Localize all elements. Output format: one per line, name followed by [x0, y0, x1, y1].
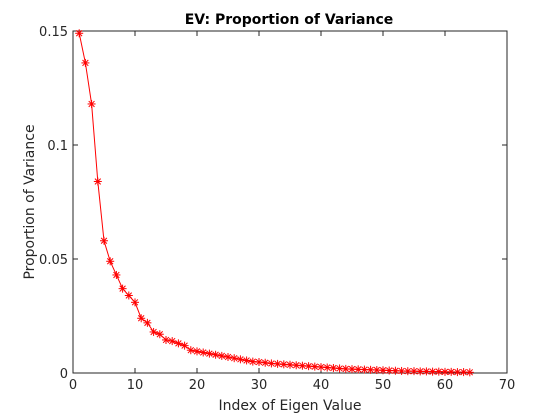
axes-box [72, 30, 508, 374]
y-axis-label: Proportion of Variance [22, 124, 38, 279]
data-point [416, 367, 425, 376]
y-tick-label: 0.05 [39, 253, 68, 268]
x-tick-label: 0 [69, 378, 77, 393]
data-point [391, 366, 400, 375]
series-markers [75, 29, 474, 377]
data-point [193, 347, 201, 356]
data-point [267, 359, 276, 368]
data-point [162, 335, 170, 344]
data-point [81, 58, 90, 67]
data-point [149, 327, 158, 336]
y-axis: 0 0.05 0.1 0.15 [39, 25, 507, 382]
data-point [100, 236, 108, 245]
data-point [224, 353, 232, 362]
data-point [131, 298, 139, 307]
data-point [168, 337, 177, 346]
data-point [286, 360, 294, 369]
data-point [230, 354, 239, 363]
data-point [199, 348, 208, 357]
x-axis: 0 10 20 30 40 50 60 70 [69, 31, 515, 393]
data-point [403, 367, 412, 376]
data-point [143, 318, 152, 327]
data-point [236, 355, 245, 364]
y-tick-label: 0.1 [47, 139, 68, 154]
data-point [186, 346, 195, 355]
data-point [211, 350, 220, 359]
data-point [298, 361, 307, 370]
x-tick-label: 10 [127, 378, 144, 393]
data-point [137, 314, 146, 323]
data-point [124, 291, 133, 300]
data-point [174, 339, 183, 348]
plot-area: 0 10 20 30 40 50 60 70 0 0.05 0.1 0.15 [39, 25, 515, 393]
data-point [434, 367, 443, 376]
x-tick-label: 40 [313, 378, 330, 393]
data-point [118, 284, 127, 293]
data-point [112, 270, 121, 279]
y-tick-label: 0.15 [39, 25, 68, 40]
x-tick-label: 70 [499, 378, 516, 393]
data-point [465, 368, 474, 377]
x-tick-label: 60 [437, 378, 454, 393]
data-point [93, 177, 102, 186]
data-point [261, 358, 270, 367]
data-series [75, 29, 474, 377]
data-point [180, 341, 189, 350]
data-point [75, 29, 84, 38]
data-point [242, 356, 251, 365]
data-point [205, 349, 214, 358]
data-point [323, 363, 332, 372]
x-tick-label: 30 [251, 378, 268, 393]
data-point [87, 99, 96, 108]
x-tick-label: 50 [375, 378, 392, 393]
data-point [453, 368, 462, 377]
data-point [106, 257, 115, 266]
chart-title: EV: Proportion of Variance [185, 12, 394, 28]
data-point [155, 330, 164, 339]
data-point [255, 358, 263, 367]
x-tick-label: 20 [189, 378, 206, 393]
data-point [217, 351, 226, 360]
y-tick-label: 0 [60, 367, 68, 382]
x-axis-label: Index of Eigen Value [219, 398, 362, 414]
